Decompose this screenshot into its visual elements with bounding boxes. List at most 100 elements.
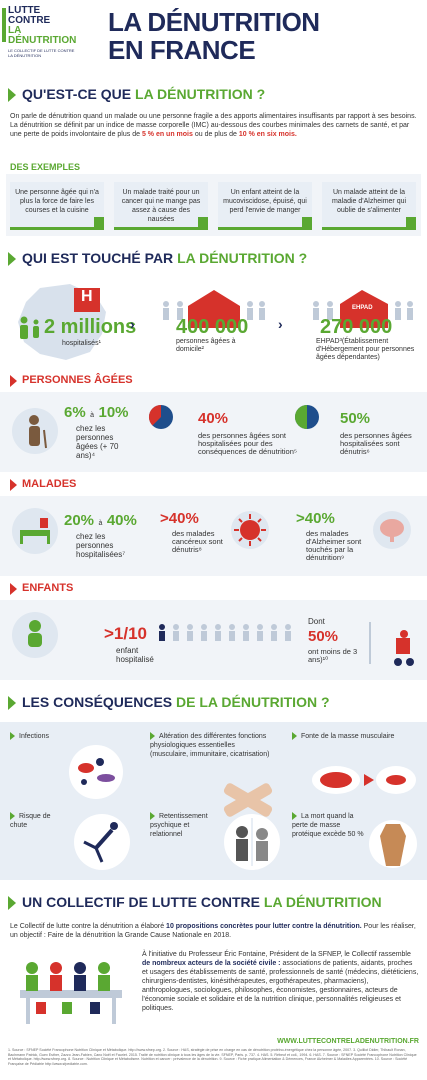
consequence-item: La mort quand la perte de masse protéiqu…	[288, 808, 368, 872]
chevron-right-icon	[292, 812, 297, 821]
sick-p1-label: des malades cancéreux sont dénutris⁸	[172, 529, 223, 554]
elderly-range-a: 6%	[64, 404, 86, 421]
chevron-right-icon	[10, 812, 15, 821]
hospital-icon: H	[81, 288, 93, 305]
s2-title-a: QUI EST TOUCHÉ PAR	[22, 250, 178, 266]
section2-heading: QUI EST TOUCHÉ PAR LA DÉNUTRITION ?	[0, 246, 427, 272]
s3-title-b: DE LA DÉNUTRITION ?	[176, 694, 330, 710]
children-p1-label: ont moins de 3 ans)¹⁰	[308, 647, 358, 664]
example-item: Un malade traité pour un cancer qui ne m…	[114, 182, 208, 230]
chevron-right-icon	[8, 696, 16, 710]
sick-heading: MALADES	[0, 476, 200, 494]
s4-title-a: UN COLLECTIF DE LUTTE CONTRE	[22, 894, 264, 910]
s4-para2-b: de nombreux acteurs de la société civile…	[142, 960, 281, 967]
logo-line3: LA	[8, 25, 22, 36]
ehpad-sign: EHPAD	[352, 305, 373, 311]
coffin-icon	[369, 820, 417, 868]
header: LUTTE CONTRE LA DÉNUTRITION LE COLLECTIF…	[0, 0, 427, 72]
elderly-range-label: chez les personnes âgées (+ 70 ans)⁴	[76, 424, 119, 460]
stat3-label: EHPAD³(Établissement d'Hébergement pour …	[316, 338, 415, 361]
title-line2: EN FRANCE	[108, 35, 256, 65]
ehpad-building-icon	[313, 290, 413, 328]
consequence-text: Retentissement psychique et relationnel	[150, 813, 208, 838]
stat1-number: 2 millions	[44, 316, 137, 338]
footnotes: 1. Source : SFNEP Société Francophone Nu…	[8, 1048, 417, 1066]
muscle-icon	[312, 766, 416, 794]
sick-band	[0, 496, 427, 576]
sick-range-sep: à	[98, 520, 103, 527]
s1-paragraph: On parle de dénutrition quand un malade …	[10, 112, 420, 139]
children-heading: ENFANTS	[0, 580, 200, 598]
child-icon	[12, 612, 58, 658]
s1-para-a: On parle de dénutrition quand un malade …	[10, 113, 417, 138]
chevron-right-icon	[10, 583, 17, 595]
section4-heading: UN COLLECTIF DE LUTTE CONTRE LA DÉNUTRIT…	[0, 890, 427, 916]
sick-range: 20% à 40%	[64, 512, 137, 530]
logo-tagline: LE COLLECTIF DE LUTTE CONTRE LA DÉNUTRIT…	[8, 48, 75, 58]
stat1-label: hospitalisés¹	[62, 340, 101, 347]
s4-paragraph1: Le Collectif de lutte contre la dénutrit…	[10, 922, 420, 940]
example-item: Un malade atteint de la maladie d'Alzhei…	[322, 182, 416, 230]
s4-title-b: LA DÉNUTRITION	[263, 894, 382, 910]
bandage-icon	[223, 783, 273, 817]
children-ratio-label: enfant hospitalisé	[116, 646, 154, 664]
logo-bar	[2, 8, 6, 42]
s1-para-d: 10 % en six mois.	[238, 131, 297, 138]
consequence-text: Risque de chute	[10, 813, 51, 829]
example-item: Une personne âgée qui n'a plus la force …	[10, 182, 104, 230]
example-item: Un enfant atteint de la mucoviscidose, é…	[218, 182, 312, 230]
sick-range-label: chez les personnes hospitalisées⁷	[76, 532, 126, 559]
elderly-band	[0, 392, 427, 472]
chevron-right-icon	[150, 812, 155, 821]
consequences-band	[0, 722, 427, 880]
sick-p2: >40%	[296, 510, 335, 527]
website-link[interactable]: WWW.LUTTECONTRELADENUTRITION.FR	[277, 1038, 419, 1045]
consequence-item: Fonte de la masse musculaire	[288, 728, 420, 802]
chevron-right-icon	[8, 896, 16, 910]
logo-line1: LUTTE	[8, 5, 41, 16]
children-ratio: >1/10	[104, 624, 148, 643]
title-line1: LA DÉNUTRITION	[108, 7, 320, 37]
s4-para2-c: associations de patients, aidants, proch…	[142, 960, 419, 1012]
elderly-heading: PERSONNES ÂGÉES	[0, 372, 200, 390]
pie-40-icon	[148, 404, 173, 429]
s4-paragraph2: À l'initiative du Professeur Éric Fontai…	[142, 950, 420, 1013]
elderly-range-b: 10%	[98, 404, 129, 421]
children-p1: 50%	[308, 628, 339, 645]
hospital-bed-icon	[12, 508, 58, 554]
consequence-item: Altération des différentes fonctions phy…	[146, 728, 278, 806]
s4-para2-a: À l'initiative du Professeur Éric Fontai…	[142, 951, 411, 958]
fall-icon	[74, 814, 130, 870]
chevron-right-icon	[8, 252, 16, 266]
consequence-text: Infections	[19, 733, 49, 740]
arrow-right-icon: ›	[278, 316, 283, 332]
elderly-title: PERSONNES ÂGÉES	[22, 374, 133, 386]
s3-title-a: LES CONSÉQUENCES	[22, 694, 177, 710]
arrow-right-icon: ›	[130, 316, 135, 332]
examples-title: DES EXEMPLES	[10, 162, 81, 172]
chevron-right-icon	[10, 479, 17, 491]
chevron-right-icon	[10, 375, 17, 387]
chevron-right-icon	[8, 88, 16, 102]
brain-icon	[373, 511, 411, 549]
stat2-number: 400 000	[176, 316, 249, 338]
stat3-number: 270 000	[320, 316, 393, 338]
children-band	[0, 600, 427, 680]
s4-para1-b: 10 propositions concrètes pour lutter co…	[166, 923, 362, 930]
chevron-right-icon	[150, 732, 155, 741]
elderly-p2: 50%	[340, 410, 371, 427]
person-icon	[20, 316, 39, 339]
pie-50-icon	[295, 405, 319, 429]
children-dont: Dont	[308, 617, 325, 626]
chevron-right-icon	[10, 732, 15, 741]
elderly-p1: 40%	[198, 410, 229, 427]
children-figures-icon	[159, 624, 291, 641]
france-map-icon	[18, 284, 106, 360]
bacteria-icon	[69, 745, 123, 799]
sick-range-a: 20%	[64, 512, 95, 529]
section3-heading: LES CONSÉQUENCES DE LA DÉNUTRITION ?	[0, 690, 427, 716]
sick-p1: >40%	[160, 510, 199, 527]
houses-icon	[163, 290, 265, 328]
consequence-item: Risque de chute	[6, 808, 66, 868]
elderly-range: 6% à 10%	[64, 404, 129, 422]
